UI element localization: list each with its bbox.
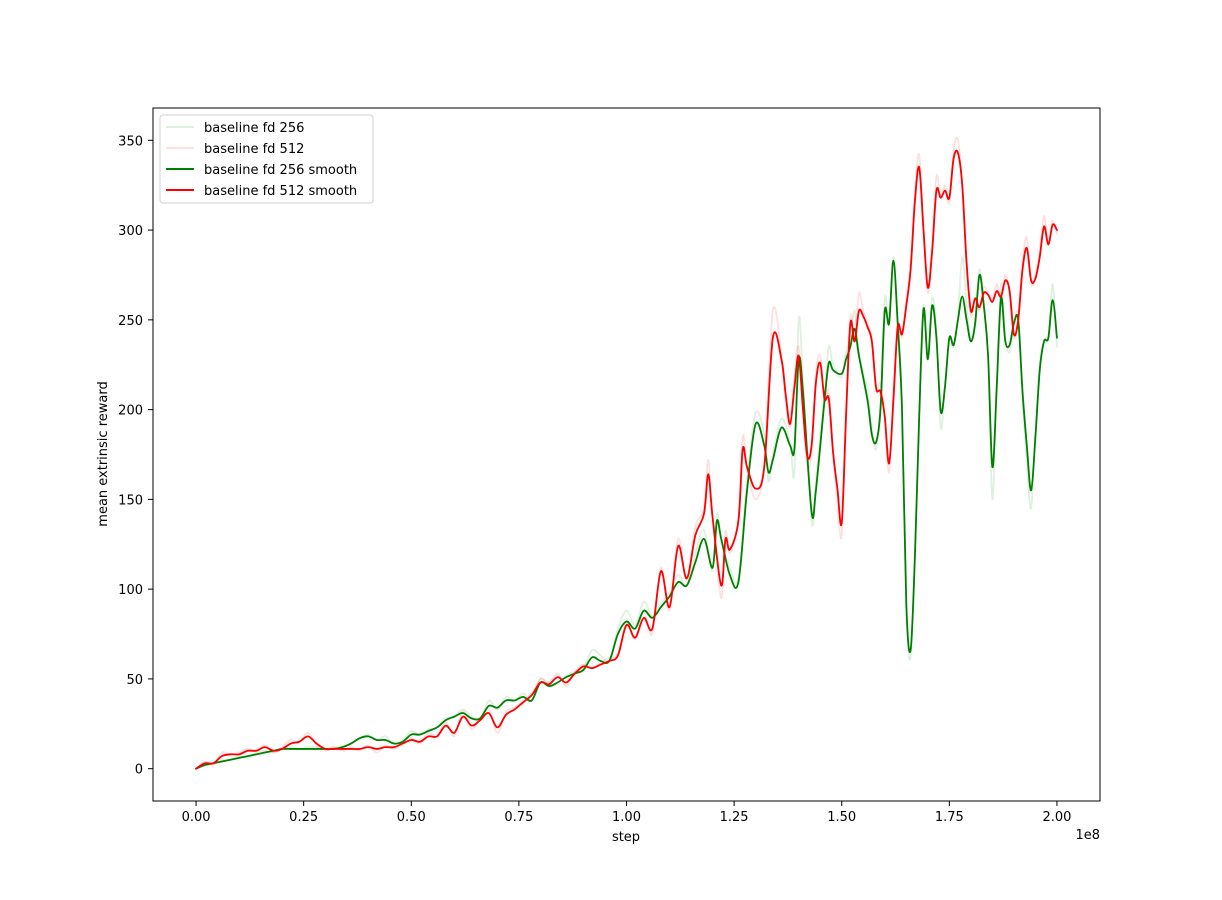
x-axis-offset-text: 1e8 bbox=[1075, 828, 1100, 843]
y-tick-label: 150 bbox=[118, 493, 143, 508]
x-axis-label: step bbox=[612, 830, 640, 845]
series-layer bbox=[195, 136, 1058, 770]
x-tick-label: 1.25 bbox=[720, 810, 749, 825]
legend-label-1: baseline fd 512 bbox=[204, 142, 304, 157]
x-tick-label: 1.50 bbox=[827, 810, 856, 825]
x-tick-label: 1.00 bbox=[612, 810, 641, 825]
legend-label-0: baseline fd 256 bbox=[204, 121, 304, 136]
y-tick-label: 0 bbox=[135, 763, 143, 778]
y-tick-label: 350 bbox=[118, 134, 143, 149]
y-tick-label: 100 bbox=[118, 583, 143, 598]
legend: baseline fd 256 baseline fd 512 baseline f… bbox=[159, 114, 374, 204]
x-tick-label: 0.75 bbox=[504, 810, 533, 825]
y-tick-label: 50 bbox=[126, 673, 143, 688]
x-tick-label: 0.25 bbox=[289, 810, 318, 825]
y-tick-label: 250 bbox=[118, 314, 143, 329]
x-tick-label: 0.50 bbox=[397, 810, 426, 825]
y-axis-label: mean extrinsic reward bbox=[96, 381, 111, 526]
legend-box bbox=[159, 114, 374, 204]
legend-label-3: baseline fd 512 smooth bbox=[204, 184, 357, 199]
series-line-2 bbox=[195, 259, 1058, 770]
series-line-0 bbox=[195, 256, 1058, 770]
x-axis: 0.00 0.25 0.50 0.75 1.00 1.25 1.50 1.75 2.00 bbox=[182, 801, 1071, 825]
y-tick-label: 300 bbox=[118, 224, 143, 239]
x-tick-label: 1.75 bbox=[935, 810, 964, 825]
y-axis: 0 50 100 150 200 250 300 350 bbox=[118, 134, 153, 778]
series-line-1 bbox=[195, 136, 1058, 770]
y-tick-label: 200 bbox=[118, 404, 143, 419]
series-line-3 bbox=[195, 149, 1058, 770]
x-tick-label: 2.00 bbox=[1042, 810, 1071, 825]
legend-label-2: baseline fd 256 smooth bbox=[204, 163, 357, 178]
x-tick-label: 0.00 bbox=[182, 810, 211, 825]
